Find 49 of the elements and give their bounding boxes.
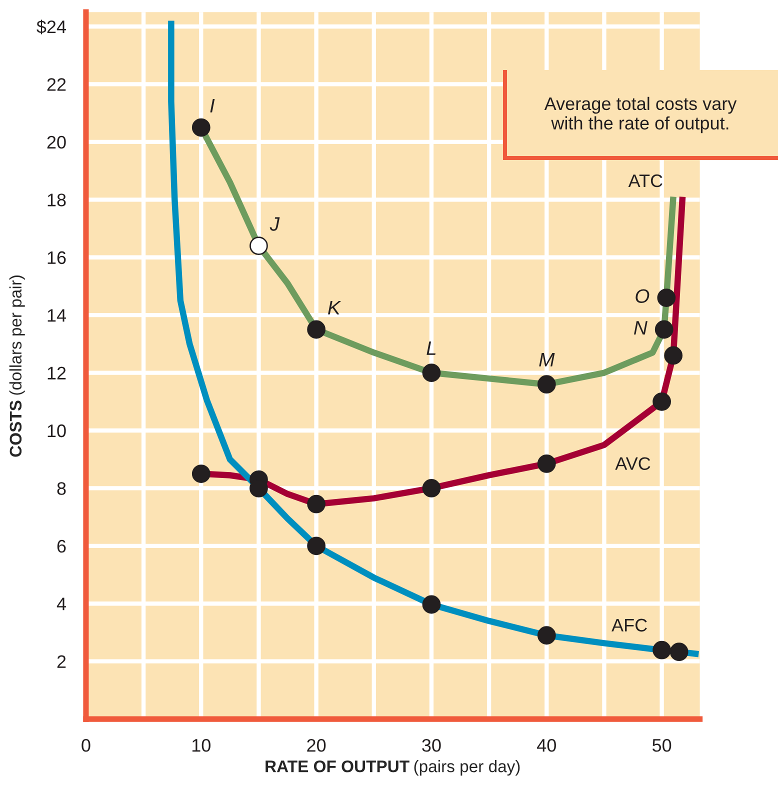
series-label: ATC bbox=[628, 174, 662, 188]
point bbox=[654, 320, 674, 339]
point bbox=[657, 288, 676, 307]
point bbox=[537, 454, 556, 473]
y-tick-label: $24 bbox=[36, 20, 66, 34]
y-tick-label: 2 bbox=[57, 655, 66, 668]
y-tick-label: 6 bbox=[57, 540, 66, 553]
point bbox=[422, 479, 441, 498]
x-tick-label: 50 bbox=[652, 738, 672, 752]
annotation: L bbox=[426, 341, 436, 355]
y-tick-label: 10 bbox=[48, 424, 66, 438]
y-tick-label: 14 bbox=[48, 309, 66, 322]
y-tick-label: 4 bbox=[56, 598, 66, 610]
annotation: J bbox=[270, 217, 280, 231]
y-tick-label: 12 bbox=[48, 366, 66, 380]
x-tick-label: 20 bbox=[307, 738, 326, 752]
x-axis-title: RATE OF OUTPUT (pairs per day) bbox=[266, 760, 520, 776]
point bbox=[652, 640, 672, 660]
x-tick-label: 10 bbox=[192, 738, 210, 752]
point bbox=[192, 464, 210, 483]
point bbox=[192, 118, 210, 137]
y-tick-label: 16 bbox=[48, 251, 66, 264]
point bbox=[307, 320, 326, 339]
point bbox=[422, 595, 441, 614]
point bbox=[250, 236, 268, 256]
x-tick-label: 0 bbox=[82, 738, 90, 752]
y-tick-label: 22 bbox=[47, 78, 66, 91]
y-tick-label: 8 bbox=[57, 482, 66, 495]
point bbox=[537, 375, 556, 394]
y-axis-title: COSTS (dollars per pair) bbox=[9, 276, 25, 457]
annotation: N bbox=[634, 321, 648, 335]
point bbox=[307, 536, 326, 556]
annotation: O bbox=[636, 289, 650, 303]
point bbox=[307, 494, 326, 514]
series-label: AVC bbox=[615, 457, 650, 470]
annotation: Average total costs vary with the rate of output. bbox=[544, 96, 737, 134]
point bbox=[652, 392, 672, 411]
y-tick-label: 20 bbox=[47, 136, 66, 149]
point bbox=[422, 364, 441, 382]
series-label: AFC bbox=[612, 618, 647, 632]
x-tick-label: 30 bbox=[422, 738, 441, 752]
point bbox=[537, 626, 556, 645]
point bbox=[670, 642, 688, 662]
annotation: M bbox=[539, 353, 555, 366]
annotation: K bbox=[328, 300, 342, 314]
annotation: I bbox=[210, 98, 215, 112]
point bbox=[664, 346, 683, 365]
x-tick-label: 40 bbox=[537, 738, 556, 752]
y-tick-label: 18 bbox=[48, 194, 66, 206]
